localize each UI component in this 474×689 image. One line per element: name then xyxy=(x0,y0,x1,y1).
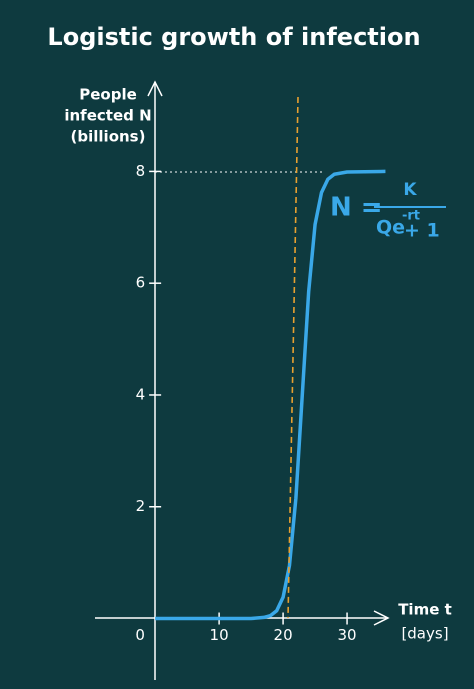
tangent-line xyxy=(287,96,299,619)
x-tick-label: 20 xyxy=(274,626,293,644)
formula-plus: + 1 xyxy=(404,220,440,242)
y-tick-label: 8 xyxy=(136,162,146,180)
y-axis-label: infected N xyxy=(64,107,151,125)
y-axis-arrow xyxy=(147,80,163,97)
y-tick-label: 4 xyxy=(136,385,146,403)
x-axis-arrow xyxy=(373,610,390,626)
formula-denominator: Qe xyxy=(376,217,405,239)
y-axis-label: (billions) xyxy=(71,128,146,146)
x-axis-label: Time t xyxy=(398,601,452,619)
x-tick-label: 0 xyxy=(135,626,145,644)
growth-curve xyxy=(155,169,386,621)
x-tick-label: 10 xyxy=(210,626,229,644)
x-axis-label: [days] xyxy=(401,625,448,643)
y-tick-label: 6 xyxy=(136,274,146,292)
formula-lhs: N = xyxy=(330,193,383,223)
x-tick-label: 30 xyxy=(338,626,357,644)
chart-title: Logistic growth of infection xyxy=(47,23,420,51)
y-tick-label: 2 xyxy=(136,497,146,515)
y-axis-label: People xyxy=(79,86,137,104)
formula-numerator: K xyxy=(403,180,417,200)
formula: N = K Qe -rt + 1 xyxy=(330,180,446,242)
formula-exponent: -rt xyxy=(402,209,420,224)
